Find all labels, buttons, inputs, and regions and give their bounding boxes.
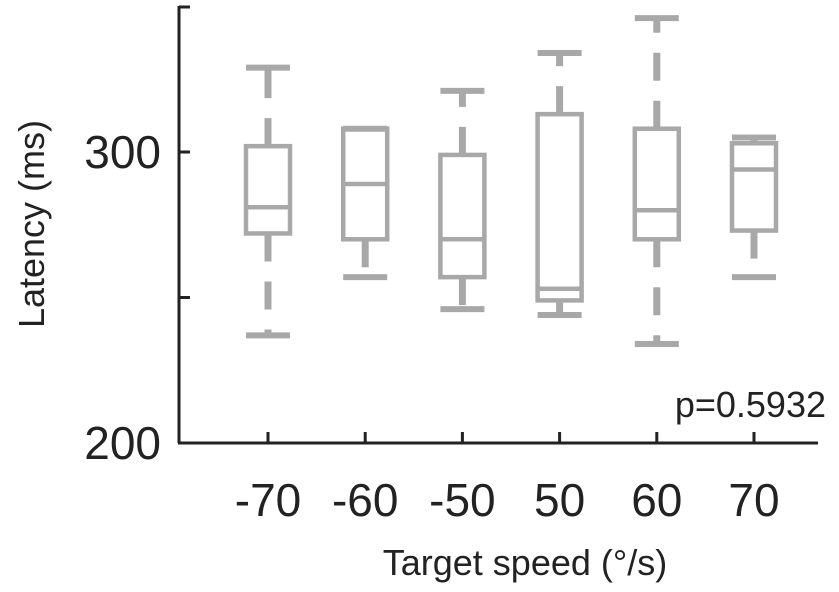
p-value-annotation: p=0.5932 (675, 384, 826, 425)
box--50 (438, 87, 487, 313)
box-iqr (729, 141, 779, 233)
box-50 (535, 50, 584, 318)
x-tick-label--60: -60 (332, 474, 398, 526)
y-ticks: 200 300 (84, 126, 190, 469)
box--60 (340, 125, 390, 281)
x-tick-label-60: 60 (631, 474, 682, 526)
x-ticks: -70 -60 -50 50 60 70 (235, 432, 780, 526)
x-axis-title: Target speed (°/s) (383, 542, 668, 583)
box-60 (632, 15, 682, 348)
x-tick-label--50: -50 (429, 474, 495, 526)
box-70 (729, 134, 779, 281)
axes (177, 5, 818, 445)
x-tick-label-70: 70 (728, 474, 779, 526)
x-tick-label--70: -70 (235, 474, 301, 526)
box-iqr (535, 111, 584, 303)
box-iqr (632, 126, 682, 242)
boxes (243, 15, 779, 348)
box-iqr (243, 143, 293, 236)
y-axis-title: Latency (ms) (11, 120, 52, 328)
box--70 (243, 64, 293, 339)
y-tick-label-300: 300 (84, 126, 161, 178)
box-iqr (438, 152, 487, 280)
y-tick-label-200: 200 (84, 417, 161, 469)
x-tick-label-50: 50 (534, 474, 585, 526)
